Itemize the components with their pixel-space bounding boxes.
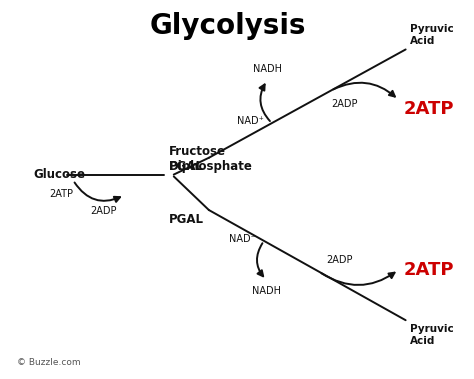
Text: PGAL: PGAL (169, 160, 204, 172)
Text: NADH: NADH (252, 286, 281, 296)
Text: NAD⁻: NAD⁻ (229, 234, 255, 244)
Text: Glycolysis: Glycolysis (149, 12, 306, 40)
Text: 2ADP: 2ADP (90, 206, 117, 216)
Text: Pyruvic
Acid: Pyruvic Acid (410, 24, 454, 46)
Text: NADH: NADH (253, 64, 282, 74)
Text: 2ADP: 2ADP (331, 99, 357, 109)
Text: 2ATP: 2ATP (403, 261, 454, 279)
Text: Glucose: Glucose (33, 168, 85, 181)
Text: Pyruvic
Acid: Pyruvic Acid (410, 324, 454, 346)
Text: Fructose
Diphosphate: Fructose Diphosphate (169, 145, 253, 173)
Text: © Buzzle.com: © Buzzle.com (17, 358, 81, 367)
Text: NAD⁺: NAD⁺ (237, 116, 264, 126)
Text: 2ATP: 2ATP (49, 190, 73, 199)
Text: 2ATP: 2ATP (403, 100, 454, 118)
Text: 2ADP: 2ADP (326, 255, 353, 265)
Text: PGAL: PGAL (169, 213, 204, 226)
